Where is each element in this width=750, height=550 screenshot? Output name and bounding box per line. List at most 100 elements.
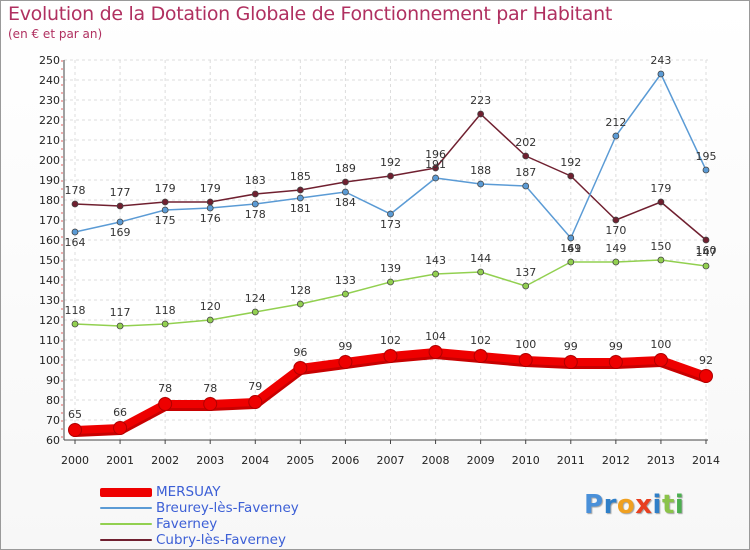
y-tick-label: 240 bbox=[39, 74, 60, 87]
chart-title: Evolution de la Dotation Globale de Fonc… bbox=[8, 3, 613, 25]
data-label: 192 bbox=[560, 156, 581, 169]
y-tick-label: 250 bbox=[39, 54, 60, 67]
data-label: 92 bbox=[699, 354, 713, 367]
data-label: 160 bbox=[696, 244, 717, 257]
data-label: 149 bbox=[605, 242, 626, 255]
data-label: 192 bbox=[380, 156, 401, 169]
data-point bbox=[383, 349, 398, 363]
data-label: 66 bbox=[113, 406, 127, 419]
data-point bbox=[477, 180, 485, 188]
y-tick-label: 110 bbox=[39, 334, 60, 347]
data-label: 196 bbox=[425, 148, 446, 161]
data-point bbox=[432, 174, 439, 182]
x-tick-label: 2006 bbox=[331, 454, 359, 467]
data-point bbox=[71, 200, 79, 208]
logo-letter: i bbox=[674, 490, 685, 520]
logo-letter: r bbox=[603, 490, 617, 520]
data-point bbox=[432, 270, 439, 278]
data-point bbox=[387, 172, 394, 180]
data-label: 79 bbox=[248, 380, 262, 393]
data-label: 178 bbox=[245, 208, 266, 221]
data-label: 104 bbox=[425, 330, 446, 343]
data-point bbox=[251, 308, 259, 316]
legend-swatch bbox=[100, 487, 152, 497]
x-tick-label: 2014 bbox=[692, 454, 720, 467]
logo-letter: t bbox=[661, 490, 675, 520]
data-point bbox=[612, 216, 620, 224]
data-label: 150 bbox=[650, 240, 671, 253]
data-label: 191 bbox=[425, 158, 446, 171]
data-point bbox=[342, 178, 349, 186]
data-label: 183 bbox=[245, 174, 266, 187]
data-point bbox=[387, 210, 394, 218]
data-label: 78 bbox=[158, 382, 172, 395]
data-point bbox=[116, 202, 124, 210]
data-label: 120 bbox=[200, 300, 221, 313]
data-label: 179 bbox=[200, 182, 221, 195]
data-label: 184 bbox=[335, 196, 356, 209]
data-label: 144 bbox=[470, 252, 491, 265]
data-point bbox=[161, 198, 169, 206]
data-point bbox=[657, 70, 665, 78]
y-tick-label: 160 bbox=[39, 234, 60, 247]
y-tick-label: 210 bbox=[39, 134, 60, 147]
x-tick-label: 2008 bbox=[422, 454, 450, 467]
logo-letter: i bbox=[652, 490, 662, 520]
data-point bbox=[71, 228, 79, 236]
legend-label: Breurey-lès-Faverney bbox=[156, 500, 299, 516]
data-label: 177 bbox=[110, 186, 131, 199]
data-label: 181 bbox=[290, 202, 311, 215]
data-point bbox=[203, 397, 218, 411]
data-label: 170 bbox=[605, 224, 626, 237]
y-tick-label: 190 bbox=[39, 174, 60, 187]
data-point bbox=[161, 320, 169, 328]
data-label: 185 bbox=[290, 170, 311, 183]
data-label: 99 bbox=[564, 340, 578, 353]
data-label: 161 bbox=[560, 242, 581, 255]
data-label: 96 bbox=[293, 346, 307, 359]
data-label: 188 bbox=[470, 164, 491, 177]
data-label: 102 bbox=[470, 334, 491, 347]
legend-swatch bbox=[100, 507, 152, 509]
data-label: 164 bbox=[65, 236, 86, 249]
legend-label: Faverney bbox=[156, 516, 218, 532]
data-point bbox=[608, 355, 623, 369]
data-label: 212 bbox=[605, 116, 626, 129]
data-point bbox=[567, 258, 575, 266]
x-tick-label: 2000 bbox=[61, 454, 89, 467]
y-tick-label: 150 bbox=[39, 254, 60, 267]
data-point bbox=[522, 182, 530, 190]
data-point bbox=[702, 166, 710, 174]
data-label: 99 bbox=[338, 340, 352, 353]
x-tick-label: 2001 bbox=[106, 454, 134, 467]
x-tick-label: 2007 bbox=[377, 454, 405, 467]
data-point bbox=[296, 194, 304, 202]
data-point bbox=[206, 204, 214, 212]
data-point bbox=[612, 132, 620, 140]
legend-swatch bbox=[100, 539, 152, 541]
data-point bbox=[342, 290, 349, 298]
data-point bbox=[338, 355, 353, 369]
y-tick-label: 70 bbox=[46, 414, 60, 427]
data-point bbox=[657, 198, 665, 206]
data-label: 187 bbox=[515, 166, 536, 179]
data-point bbox=[387, 278, 394, 286]
data-label: 195 bbox=[696, 150, 717, 163]
y-tick-label: 170 bbox=[39, 214, 60, 227]
legend-item: Faverney bbox=[100, 516, 299, 532]
x-tick-label: 2003 bbox=[196, 454, 224, 467]
data-point bbox=[702, 262, 710, 270]
y-tick-label: 230 bbox=[39, 94, 60, 107]
data-label: 117 bbox=[110, 306, 131, 319]
logo-letter: P bbox=[584, 490, 604, 520]
legend-item: Cubry-lès-Faverney bbox=[100, 532, 299, 548]
data-point bbox=[296, 186, 304, 194]
data-label: 169 bbox=[110, 226, 131, 239]
data-point bbox=[699, 369, 713, 383]
data-point bbox=[296, 300, 304, 308]
y-tick-label: 100 bbox=[39, 354, 60, 367]
data-label: 139 bbox=[380, 262, 401, 275]
data-label: 243 bbox=[650, 54, 671, 67]
data-label: 137 bbox=[515, 266, 536, 279]
